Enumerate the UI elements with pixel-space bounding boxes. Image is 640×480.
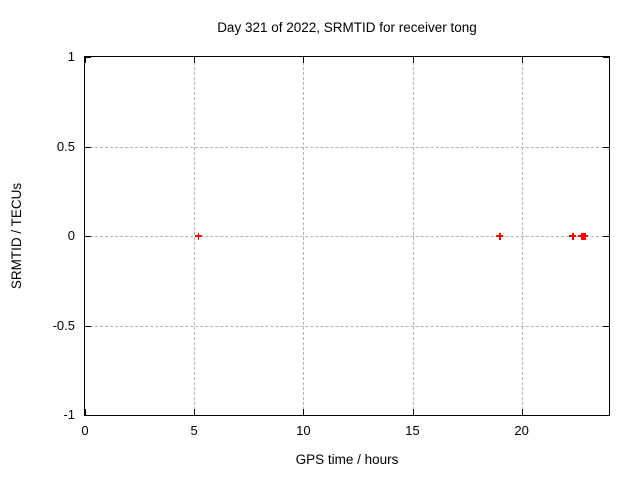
x-tick-mark-top [194, 57, 196, 63]
y-tick-mark-left [85, 146, 91, 148]
y-gridline [85, 325, 609, 327]
y-tick-label: 0 [67, 228, 75, 243]
y-axis-label: SRMTID / TECUs [9, 182, 24, 290]
y-tick-label: 0.5 [56, 138, 75, 154]
plot-area [84, 56, 610, 416]
y-tick-mark-right [603, 236, 609, 237]
x-tick-mark-bottom [194, 409, 196, 415]
data-point-marker [496, 232, 504, 240]
y-tick-label: -1 [63, 407, 75, 422]
x-tick-mark-top [85, 57, 86, 63]
data-point-marker [569, 232, 577, 240]
x-tick-mark-top [521, 57, 523, 63]
y-tick-mark-right [603, 146, 609, 148]
x-axis-label: GPS time / hours [295, 452, 399, 467]
marker-stroke [197, 232, 200, 240]
y-tick-mark-right [603, 415, 609, 416]
y-tick-mark-left [85, 325, 91, 327]
y-tick-mark-left [85, 415, 91, 416]
x-tick-mark-bottom [85, 409, 86, 415]
x-tick-label: 0 [81, 423, 89, 438]
data-point-marker [581, 232, 589, 240]
y-gridline [85, 146, 609, 148]
x-tick-mark-bottom [521, 409, 523, 415]
x-tick-mark-top [303, 57, 305, 63]
x-tick-mark-top [412, 57, 414, 63]
x-tick-label: 10 [296, 423, 311, 438]
marker-stroke [584, 232, 586, 240]
y-gridline [85, 236, 609, 237]
y-tick-mark-left [85, 236, 91, 237]
marker-stroke [572, 232, 574, 240]
y-tick-mark-left [85, 57, 91, 58]
x-tick-label: 20 [514, 423, 529, 438]
chart-title: Day 321 of 2022, SRMTID for receiver ton… [217, 20, 477, 35]
y-tick-label: 1 [67, 49, 75, 64]
marker-stroke [499, 232, 501, 240]
x-tick-label: 5 [190, 423, 198, 438]
y-tick-label: -0.5 [52, 317, 75, 333]
x-tick-label: 15 [405, 423, 420, 438]
y-tick-mark-right [603, 57, 609, 58]
x-tick-mark-bottom [412, 409, 414, 415]
x-tick-mark-bottom [303, 409, 305, 415]
y-tick-mark-right [603, 325, 609, 327]
data-point-marker [195, 232, 203, 240]
